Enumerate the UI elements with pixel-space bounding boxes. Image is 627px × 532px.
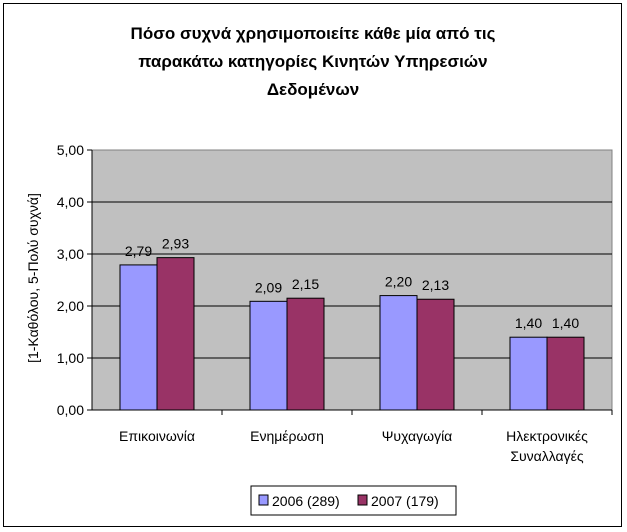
bar-2-4 xyxy=(546,336,585,411)
data-label: 2,93 xyxy=(162,236,189,252)
x-category-label: Επικοινωνία xyxy=(119,428,195,444)
x-category-label: Ενημέρωση xyxy=(250,428,324,444)
x-category-label: Ψυχαγωγία xyxy=(382,428,453,444)
bar-2-3 xyxy=(416,298,455,411)
data-label: 1,40 xyxy=(552,315,579,331)
y-tick-label: 5,00 xyxy=(57,142,84,158)
legend-box xyxy=(250,485,457,516)
legend-swatch-1 xyxy=(258,494,269,506)
y-tick-label: 2,00 xyxy=(57,298,84,314)
bar-1-4 xyxy=(509,336,548,411)
plot-area: 0,00 1,00 2,00 3,00 4,00 5,00 2,79 2,93 Επικοινω… xyxy=(57,142,613,464)
x-category-label: Ηλεκτρονικές xyxy=(506,428,588,444)
data-label: 2,09 xyxy=(255,279,282,295)
y-tick-label: 3,00 xyxy=(57,246,84,262)
data-label: 1,40 xyxy=(515,315,542,331)
bar-2-2 xyxy=(286,297,325,411)
legend-label-1: 2006 (289) xyxy=(272,493,340,509)
legend-label-2: 2007 (179) xyxy=(371,493,439,509)
x-category-label: Συναλλαγές xyxy=(510,448,584,464)
y-axis-label: [1-Καθόλου, 5-Πολύ συχνά] xyxy=(25,193,41,363)
chart-title: Πόσο συχνά χρησιμοποιείτε κάθε μία από τ… xyxy=(131,24,496,99)
y-tick-label: 4,00 xyxy=(57,194,84,210)
bar-1-2 xyxy=(249,300,288,411)
data-label: 2,15 xyxy=(292,276,319,292)
data-label: 2,13 xyxy=(422,277,449,293)
data-label: 2,79 xyxy=(125,243,152,259)
chart-title-line-1: Πόσο συχνά χρησιμοποιείτε κάθε μία από τ… xyxy=(131,24,496,43)
data-label: 2,20 xyxy=(385,274,412,290)
chart-title-line-2: παρακάτω κατηγορίες Κινητών Υπηρεσιών xyxy=(138,52,487,71)
chart-title-line-3: Δεδομένων xyxy=(267,80,359,99)
y-tick-label: 0,00 xyxy=(57,402,84,418)
legend-swatch-2 xyxy=(357,494,368,506)
y-tick-label: 1,00 xyxy=(57,350,84,366)
bar-1-3 xyxy=(379,295,418,411)
bar-2-1 xyxy=(156,257,195,411)
legend: 2006 (289) 2007 (179) xyxy=(250,485,457,516)
bar-1-1 xyxy=(119,264,158,411)
